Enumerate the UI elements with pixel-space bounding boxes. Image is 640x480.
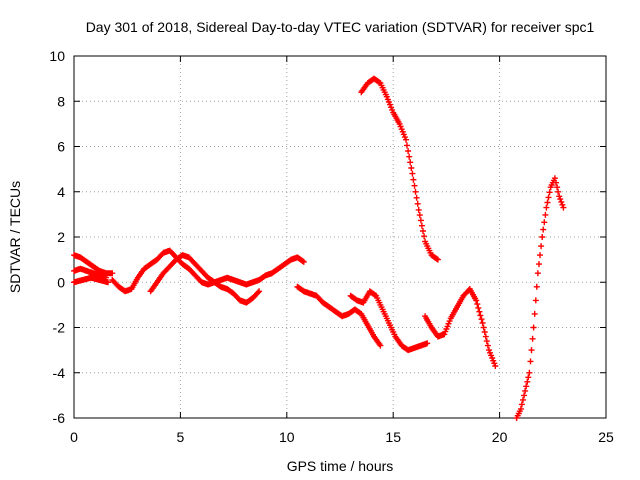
x-tick-label: 0	[70, 429, 78, 445]
grid-layer	[74, 56, 606, 418]
y-axis-title: SDTVAR / TECUs	[7, 181, 23, 293]
x-tick-label: 15	[385, 429, 401, 445]
y-tick-label: 0	[57, 274, 65, 290]
data-point-markers	[109, 247, 307, 295]
y-tick-label: -2	[53, 320, 66, 336]
series-sat-g	[347, 288, 431, 354]
data-point-markers	[294, 283, 384, 349]
x-ticks: 0 5 10 15 20 25	[70, 56, 614, 445]
x-tick-label: 10	[279, 429, 295, 445]
y-tick-label: 6	[57, 139, 65, 155]
data-point-markers	[347, 288, 431, 354]
data-point-markers	[147, 252, 263, 306]
series-sat-e	[147, 252, 263, 306]
data-point-markers	[71, 252, 116, 277]
y-tick-label: 8	[57, 93, 65, 109]
y-tick-label: 2	[57, 229, 65, 245]
series-sat-i	[422, 286, 499, 369]
x-tick-label: 25	[598, 429, 614, 445]
series-sat-f	[294, 283, 384, 349]
data-point-markers	[422, 286, 499, 369]
y-tick-label: 4	[57, 184, 65, 200]
data-point-markers	[513, 175, 567, 421]
series-sat-j	[513, 175, 567, 421]
y-tick-label: -4	[53, 365, 66, 381]
series-sat-h	[358, 75, 441, 263]
series-sat-a	[71, 252, 116, 277]
data-layer	[71, 75, 567, 421]
chart-title: Day 301 of 2018, Sidereal Day-to-day VTE…	[86, 19, 595, 35]
series-sat-c	[71, 274, 111, 286]
x-tick-label: 20	[492, 429, 508, 445]
data-point-markers	[71, 274, 111, 286]
data-point-markers	[358, 75, 441, 263]
y-ticks: -6 -4 -2 0 2 4 6 8 10	[49, 48, 606, 426]
y-tick-label: -6	[53, 410, 66, 426]
y-tick-label: 10	[49, 48, 65, 64]
data-point-markers	[71, 265, 109, 281]
series-sat-d	[109, 247, 307, 295]
x-tick-label: 5	[177, 429, 185, 445]
x-axis-title: GPS time / hours	[287, 458, 394, 474]
series-sat-b	[71, 265, 109, 281]
